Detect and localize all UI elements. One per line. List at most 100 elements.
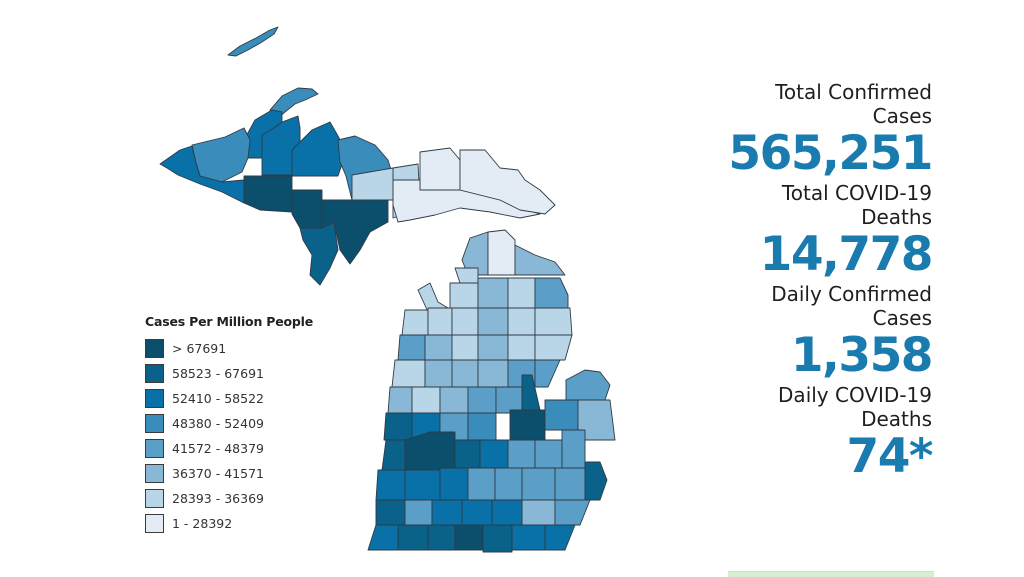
county-allegan[interactable]: [375, 469, 406, 501]
legend-item: 58523 - 67691: [145, 361, 345, 386]
county-presque-isle[interactable]: [514, 244, 566, 276]
county-cheboygan[interactable]: [487, 229, 516, 276]
legend-label: > 67691: [172, 341, 227, 356]
county-alpena[interactable]: [534, 277, 569, 309]
county-washtenaw[interactable]: [521, 499, 556, 526]
legend-swatch: [145, 414, 164, 433]
county-berrien[interactable]: [367, 524, 399, 551]
county-cass[interactable]: [397, 524, 429, 551]
county-macomb[interactable]: [554, 467, 586, 501]
legend-label: 1 - 28392: [172, 516, 233, 531]
county-mecosta[interactable]: [439, 386, 469, 414]
county-van-buren[interactable]: [375, 499, 406, 526]
county-menominee[interactable]: [299, 221, 339, 286]
county-crawford[interactable]: [477, 307, 509, 336]
county-eaton[interactable]: [439, 467, 469, 501]
legend-swatch: [145, 389, 164, 408]
county-ontonagon[interactable]: [191, 127, 251, 183]
county-saginaw[interactable]: [509, 409, 546, 441]
county-luce[interactable]: [419, 147, 461, 191]
county-benzie[interactable]: [401, 309, 429, 336]
county-missaukee[interactable]: [451, 334, 479, 361]
county-mackinac[interactable]: [392, 179, 541, 223]
stat-label: Daily COVID-19: [778, 383, 932, 407]
county-hillsdale[interactable]: [482, 524, 513, 553]
county-keweenaw-isle[interactable]: [227, 26, 279, 57]
county-jackson[interactable]: [461, 499, 493, 526]
county-montmorency[interactable]: [507, 277, 536, 309]
county-sanilac[interactable]: [577, 399, 616, 441]
legend-item: 28393 - 36369: [145, 486, 345, 511]
stat-label: Deaths: [861, 407, 932, 431]
county-kent[interactable]: [404, 431, 456, 471]
county-osceola[interactable]: [451, 359, 479, 388]
county-ingham[interactable]: [467, 467, 496, 501]
county-charlevoix[interactable]: [454, 267, 479, 284]
county-alcona[interactable]: [534, 307, 573, 336]
county-ottawa[interactable]: [381, 439, 406, 471]
legend-swatch: [145, 364, 164, 383]
county-genesee[interactable]: [534, 439, 563, 469]
county-oscoda[interactable]: [507, 307, 536, 336]
county-clare[interactable]: [477, 359, 509, 388]
county-shiawassee[interactable]: [507, 439, 536, 469]
county-chippewa[interactable]: [459, 149, 556, 215]
county-wayne[interactable]: [554, 499, 591, 526]
stat-value: 74*: [846, 429, 934, 484]
county-clinton[interactable]: [479, 439, 509, 469]
stat-total-cases: Total Confirmed Cases 565,251: [672, 80, 933, 182]
county-leelanau[interactable]: [417, 282, 449, 313]
county-arenac[interactable]: [534, 359, 561, 388]
county-st-joseph[interactable]: [427, 524, 456, 551]
legend-item: 41572 - 48379: [145, 436, 345, 461]
stat-daily-deaths: Daily COVID-19 Deaths 74*: [672, 383, 934, 485]
county-jackson-e[interactable]: [491, 499, 523, 526]
stat-label: Deaths: [861, 205, 932, 229]
county-wexford[interactable]: [424, 334, 453, 361]
county-ogemaw[interactable]: [507, 334, 536, 361]
legend-swatch: [145, 439, 164, 458]
county-iosco[interactable]: [534, 334, 573, 361]
county-antrim[interactable]: [449, 282, 479, 309]
county-oakland[interactable]: [521, 467, 556, 501]
legend-label: 48380 - 52409: [172, 416, 264, 431]
county-isabella[interactable]: [467, 386, 497, 414]
stat-value: 1,358: [790, 328, 934, 383]
county-huron[interactable]: [565, 369, 611, 401]
county-kalkaska[interactable]: [451, 307, 479, 336]
county-barry[interactable]: [404, 469, 441, 501]
county-monroe[interactable]: [544, 524, 576, 551]
county-saginaw-w[interactable]: [467, 412, 497, 441]
county-muskegon[interactable]: [383, 412, 413, 441]
county-st-clair[interactable]: [584, 461, 608, 501]
county-dickinson[interactable]: [291, 189, 323, 229]
legend-swatch: [145, 489, 164, 508]
county-upper-light-1[interactable]: [351, 167, 394, 201]
legend-swatch: [145, 339, 164, 358]
county-mason[interactable]: [391, 359, 426, 388]
county-grand-traverse[interactable]: [427, 307, 453, 336]
county-lake[interactable]: [424, 359, 453, 388]
county-otsego[interactable]: [477, 277, 509, 309]
county-newaygo[interactable]: [411, 386, 441, 414]
county-tuscola[interactable]: [544, 399, 579, 431]
county-calhoun[interactable]: [431, 499, 463, 526]
legend-label: 52410 - 58522: [172, 391, 264, 406]
county-livingston[interactable]: [494, 467, 523, 501]
footer-bar: [728, 571, 934, 577]
legend-item: 36370 - 41571: [145, 461, 345, 486]
county-manistee[interactable]: [397, 334, 426, 361]
county-baraga[interactable]: [261, 115, 301, 176]
county-branch[interactable]: [454, 524, 484, 551]
stat-label: Total COVID-19: [781, 181, 932, 205]
county-oceana[interactable]: [387, 386, 413, 414]
county-lapeer[interactable]: [561, 429, 586, 469]
county-midland[interactable]: [495, 386, 523, 414]
county-ionia[interactable]: [454, 439, 481, 469]
county-lenawee[interactable]: [511, 524, 546, 551]
stat-label: Total Confirmed: [775, 80, 932, 104]
county-roscommon[interactable]: [477, 334, 509, 361]
county-kalamazoo[interactable]: [404, 499, 433, 526]
county-iron[interactable]: [243, 175, 293, 213]
legend-title: Cases Per Million People: [145, 314, 314, 329]
